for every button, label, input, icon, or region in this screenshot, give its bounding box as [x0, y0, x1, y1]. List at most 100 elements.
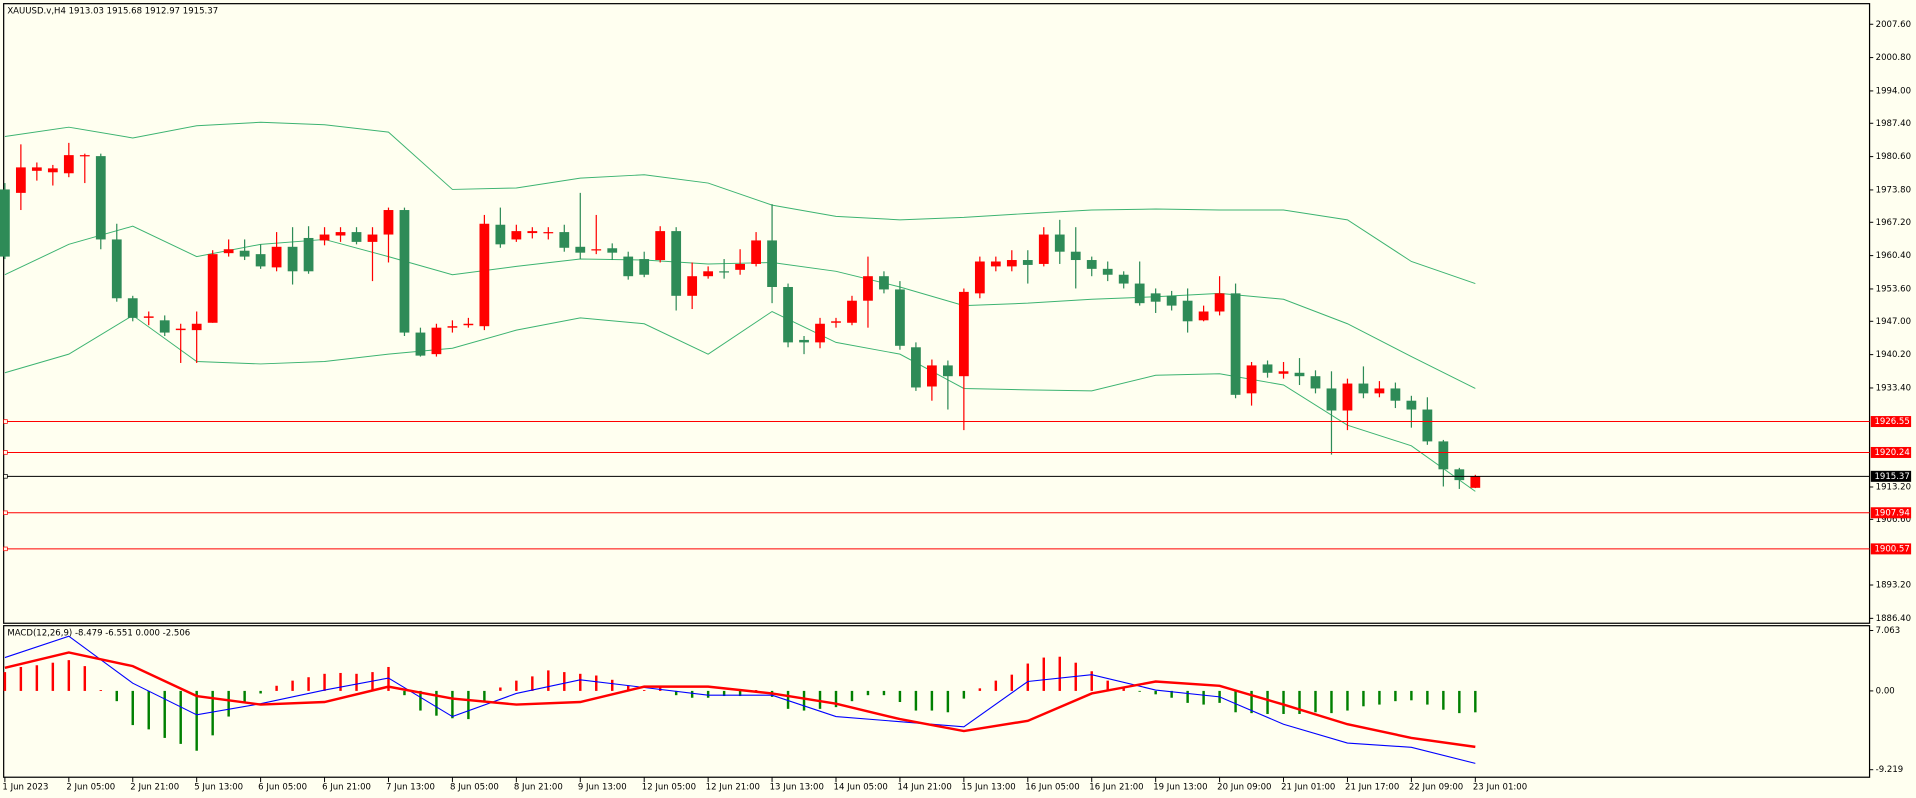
- candle-body: [415, 332, 426, 356]
- y-tick-label: 2007.60: [1876, 20, 1911, 30]
- macd-bar: [291, 680, 294, 691]
- macd-bar: [642, 690, 646, 691]
- macd-bar: [866, 690, 870, 696]
- macd-bar: [355, 673, 358, 691]
- macd-bar: [563, 672, 566, 691]
- macd-bar: [115, 690, 118, 702]
- candle-body: [783, 286, 793, 343]
- candle-body: [127, 298, 138, 318]
- macd-bar: [419, 690, 422, 711]
- bollinger-band: [4, 310, 1476, 492]
- macd-bar: [451, 690, 454, 719]
- macd-bar: [898, 690, 902, 703]
- macd-bar: [1362, 690, 1365, 707]
- candle-body: [159, 320, 170, 333]
- y-tick-label: 1967.20: [1876, 218, 1911, 228]
- macd-bar: [1186, 690, 1189, 703]
- level-tag: [1870, 416, 1912, 428]
- candle-body: [847, 300, 857, 323]
- macd-bar: [483, 690, 486, 702]
- candle-body: [1422, 409, 1433, 442]
- candle-body: [79, 155, 90, 157]
- candle-body: [719, 271, 730, 273]
- candle-body: [1198, 311, 1209, 321]
- level-label: 1926.55: [1874, 417, 1909, 427]
- macd-bar: [163, 690, 166, 738]
- candle-body: [303, 237, 314, 272]
- candle-body: [623, 256, 634, 277]
- macd-bar: [1122, 686, 1125, 691]
- x-tick-label: 14 Jun 05:00: [834, 783, 888, 793]
- candle-body: [447, 326, 458, 328]
- candle-body: [958, 291, 969, 377]
- x-tick-label: 15 Jun 13:00: [961, 783, 1015, 793]
- macd-bar: [227, 690, 230, 717]
- macd-bar: [1106, 680, 1109, 691]
- macd-bar: [195, 690, 198, 751]
- y-tick-label: 1994.00: [1876, 86, 1911, 96]
- candle-body: [1390, 388, 1401, 401]
- candle-body: [879, 276, 889, 290]
- candle-body: [1310, 376, 1321, 389]
- x-tick-label: 16 Jun 05:00: [1025, 783, 1079, 793]
- candle-body: [767, 240, 777, 287]
- y-tick-label: 1947.00: [1876, 317, 1911, 327]
- level-marker: [3, 510, 8, 515]
- macd-bar: [1314, 690, 1317, 713]
- macd-bar: [323, 673, 326, 691]
- candle-body: [974, 261, 985, 294]
- macd-bar: [339, 672, 342, 691]
- candle-body: [1230, 293, 1241, 395]
- y-tick-label: 1980.60: [1876, 152, 1911, 162]
- macd-bar: [467, 690, 470, 720]
- candle-body: [1470, 476, 1481, 488]
- level-label: 1900.57: [1874, 544, 1909, 554]
- macd-bar: [754, 690, 758, 691]
- macd-bar: [1266, 690, 1269, 714]
- macd-bar: [818, 690, 822, 709]
- candle-body: [287, 246, 298, 272]
- candle-body: [191, 323, 202, 331]
- candle-body: [1278, 371, 1289, 374]
- y-tick-label: 2000.80: [1876, 53, 1911, 63]
- macd-bar: [259, 690, 262, 694]
- x-tick-label: 14 Jun 21:00: [897, 783, 951, 793]
- candle-body: [942, 365, 953, 377]
- x-tick-label: 16 Jun 21:00: [1089, 783, 1143, 793]
- macd-bar: [1026, 663, 1030, 691]
- candle-body: [703, 271, 714, 277]
- candle-body: [1086, 260, 1097, 269]
- candle-body: [1246, 365, 1257, 394]
- y-tick-label: 1886.40: [1876, 614, 1911, 624]
- candle-body: [319, 234, 330, 241]
- macd-bar: [930, 690, 934, 711]
- y-tick-label: 1960.40: [1876, 251, 1911, 261]
- macd-bar: [1378, 690, 1381, 705]
- y-tick-label: 1940.20: [1876, 350, 1911, 360]
- macd-bar: [994, 680, 998, 691]
- plot-layer: 2007.60 2000.80 1994.00 1987.40 1980.60 1973.…: [0, 20, 1912, 793]
- macd-bar: [243, 690, 246, 703]
- candle-body: [511, 231, 522, 240]
- macd-bar: [35, 665, 39, 691]
- candle-body: [687, 276, 698, 296]
- level-tag: [1870, 507, 1912, 519]
- current-price-marker: [3, 474, 8, 479]
- macd-bar: [1010, 674, 1014, 691]
- macd-bar: [499, 687, 502, 691]
- macd-bar: [83, 666, 87, 691]
- macd-bar: [531, 676, 534, 691]
- macd-bar: [658, 686, 662, 691]
- x-tick-label: 19 Jun 13:00: [1153, 783, 1207, 793]
- candle-body: [431, 327, 442, 355]
- candle-body: [735, 263, 745, 270]
- candle-body: [351, 232, 362, 242]
- macd-bar: [1298, 690, 1301, 714]
- macd-bar: [706, 690, 710, 698]
- macd-bar: [802, 690, 806, 711]
- x-tick-label: 7 Jun 13:00: [386, 783, 435, 793]
- macd-bar: [579, 673, 582, 691]
